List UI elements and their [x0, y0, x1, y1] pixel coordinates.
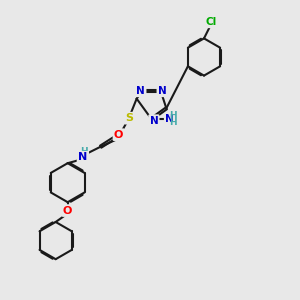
Text: N: N — [158, 86, 167, 96]
Text: H: H — [80, 147, 88, 156]
Text: N: N — [165, 114, 174, 124]
Text: N: N — [136, 86, 145, 96]
Text: O: O — [114, 130, 123, 140]
Text: O: O — [63, 206, 72, 216]
Text: S: S — [125, 113, 133, 123]
Text: H: H — [169, 111, 176, 120]
Text: H: H — [169, 118, 176, 127]
Text: N: N — [78, 152, 87, 162]
Text: N: N — [149, 116, 158, 126]
Text: Cl: Cl — [206, 17, 217, 27]
